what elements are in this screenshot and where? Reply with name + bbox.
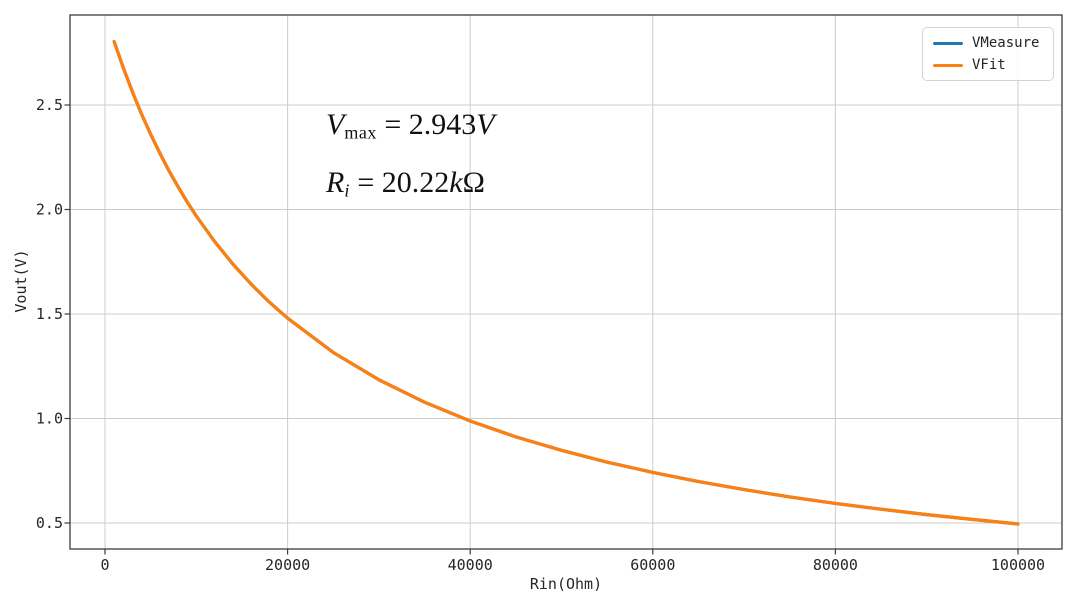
x-tick-label: 60000 [630,556,675,574]
ri-value: = 20.22 [349,165,450,199]
y-tick-label: 1.5 [36,305,63,323]
legend-label-vfit: VFit [972,57,1006,73]
ri-symbol: R [326,165,345,199]
x-tick-label: 20000 [265,556,310,574]
legend: VMeasure VFit [922,27,1054,81]
x-tick-label: 0 [100,556,109,574]
axes-frame [69,14,1063,550]
y-tick-label: 1.0 [36,410,63,428]
y-tick-label: 2.5 [36,96,63,114]
series-line-vfit [112,39,1020,526]
fit-annotation: Vmax = 2.943V Ri = 20.22kΩ [326,100,495,215]
ri-subscript: i [344,180,350,200]
vmeasure-line-swatch [933,41,963,45]
x-tick-label: 40000 [448,556,493,574]
annotation-ri: Ri = 20.22kΩ [326,158,495,216]
x-tick-label: 100000 [991,556,1045,574]
legend-item-vmeasure: VMeasure [933,32,1043,54]
vfit-line-swatch [933,63,963,67]
ri-unit-ohm: Ω [462,165,485,199]
vmax-symbol: V [326,108,345,141]
annotation-vmax: Vmax = 2.943V [326,100,495,158]
y-axis-label: Vout(V) [12,249,30,313]
vmax-unit: V [476,108,495,141]
y-tick-label: 2.0 [36,201,63,219]
y-tick-label: 0.5 [36,514,63,532]
vmax-value: = 2.943 [376,108,477,141]
vmax-subscript: max [344,122,377,143]
x-axis-label: Rin(Ohm) [529,575,603,593]
legend-label-vmeasure: VMeasure [972,35,1040,51]
x-tick-label: 80000 [813,556,858,574]
legend-item-vfit: VFit [933,54,1043,76]
ri-unit-k: k [449,165,463,199]
